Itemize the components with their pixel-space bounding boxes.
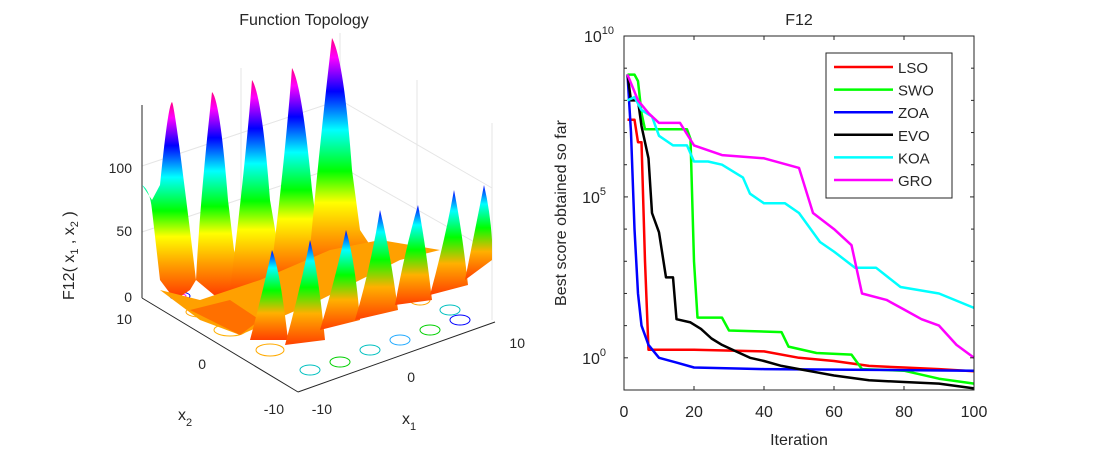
series-line-zoa <box>626 74 975 372</box>
z-tick-label: 100 <box>109 160 133 176</box>
y-tick-label: 1010 <box>584 25 614 46</box>
x-tick-label: 60 <box>825 404 843 421</box>
y-axis-label: x2 <box>178 407 192 429</box>
x-tick-label: 20 <box>685 404 703 421</box>
x-tick-label: 10 <box>509 335 525 351</box>
legend-item: ZOA <box>834 105 929 122</box>
legend-label: ZOA <box>898 105 929 122</box>
y-tick-label: -10 <box>264 401 284 417</box>
surface-axes <box>141 105 496 393</box>
x-tick-label: 40 <box>755 404 773 421</box>
legend-item: EVO <box>834 128 930 145</box>
surface-title: Function Topology <box>239 12 369 29</box>
y-axis-label: Best score obtained so far <box>553 119 570 306</box>
series-line-lso <box>627 118 975 373</box>
legend-item: KOA <box>834 150 930 167</box>
y-tick-label: 105 <box>582 186 606 207</box>
x-tick-label: 0 <box>407 369 415 385</box>
z-tick-label: 50 <box>116 223 132 239</box>
convergence-title: F12 <box>785 12 813 29</box>
z-tick-label: 0 <box>124 289 132 305</box>
y-tick-label: 10 <box>116 311 132 327</box>
legend-item: LSO <box>834 60 928 77</box>
x-tick-label: 80 <box>895 404 913 421</box>
legend-label: SWO <box>898 83 934 100</box>
y-tick-label: 100 <box>582 347 606 368</box>
legend-item: GRO <box>834 173 932 190</box>
legend-box <box>825 52 953 199</box>
x-tick-label: -10 <box>312 401 332 417</box>
convergence-panel: F12 100 105 1010 0 20 40 60 80 100 Itera… <box>553 12 987 449</box>
x-tick-label: 0 <box>620 404 629 421</box>
series-layer <box>626 73 975 390</box>
legend-label: KOA <box>898 150 930 167</box>
series-line-evo <box>626 74 975 390</box>
series-line-koa <box>626 95 975 310</box>
surface-panel: Function Topology <box>61 12 525 433</box>
x-tick-label: 100 <box>961 404 988 421</box>
x-axis-label: x1 <box>402 411 416 433</box>
legend-label: LSO <box>898 60 928 77</box>
surface-mesh <box>142 38 492 345</box>
z-axis-label: F12( x1 , x2 ) <box>61 211 81 300</box>
legend: LSO SWO ZOA EVO KOA GRO <box>825 52 953 199</box>
y-tick-label: 0 <box>198 356 206 372</box>
series-line-gro <box>626 74 975 359</box>
legend-item: SWO <box>834 83 934 100</box>
plot-box <box>623 35 975 391</box>
x-axis-label: Iteration <box>770 432 828 449</box>
legend-label: EVO <box>898 128 930 145</box>
ticks-layer <box>623 35 975 390</box>
legend-label: GRO <box>898 173 932 190</box>
